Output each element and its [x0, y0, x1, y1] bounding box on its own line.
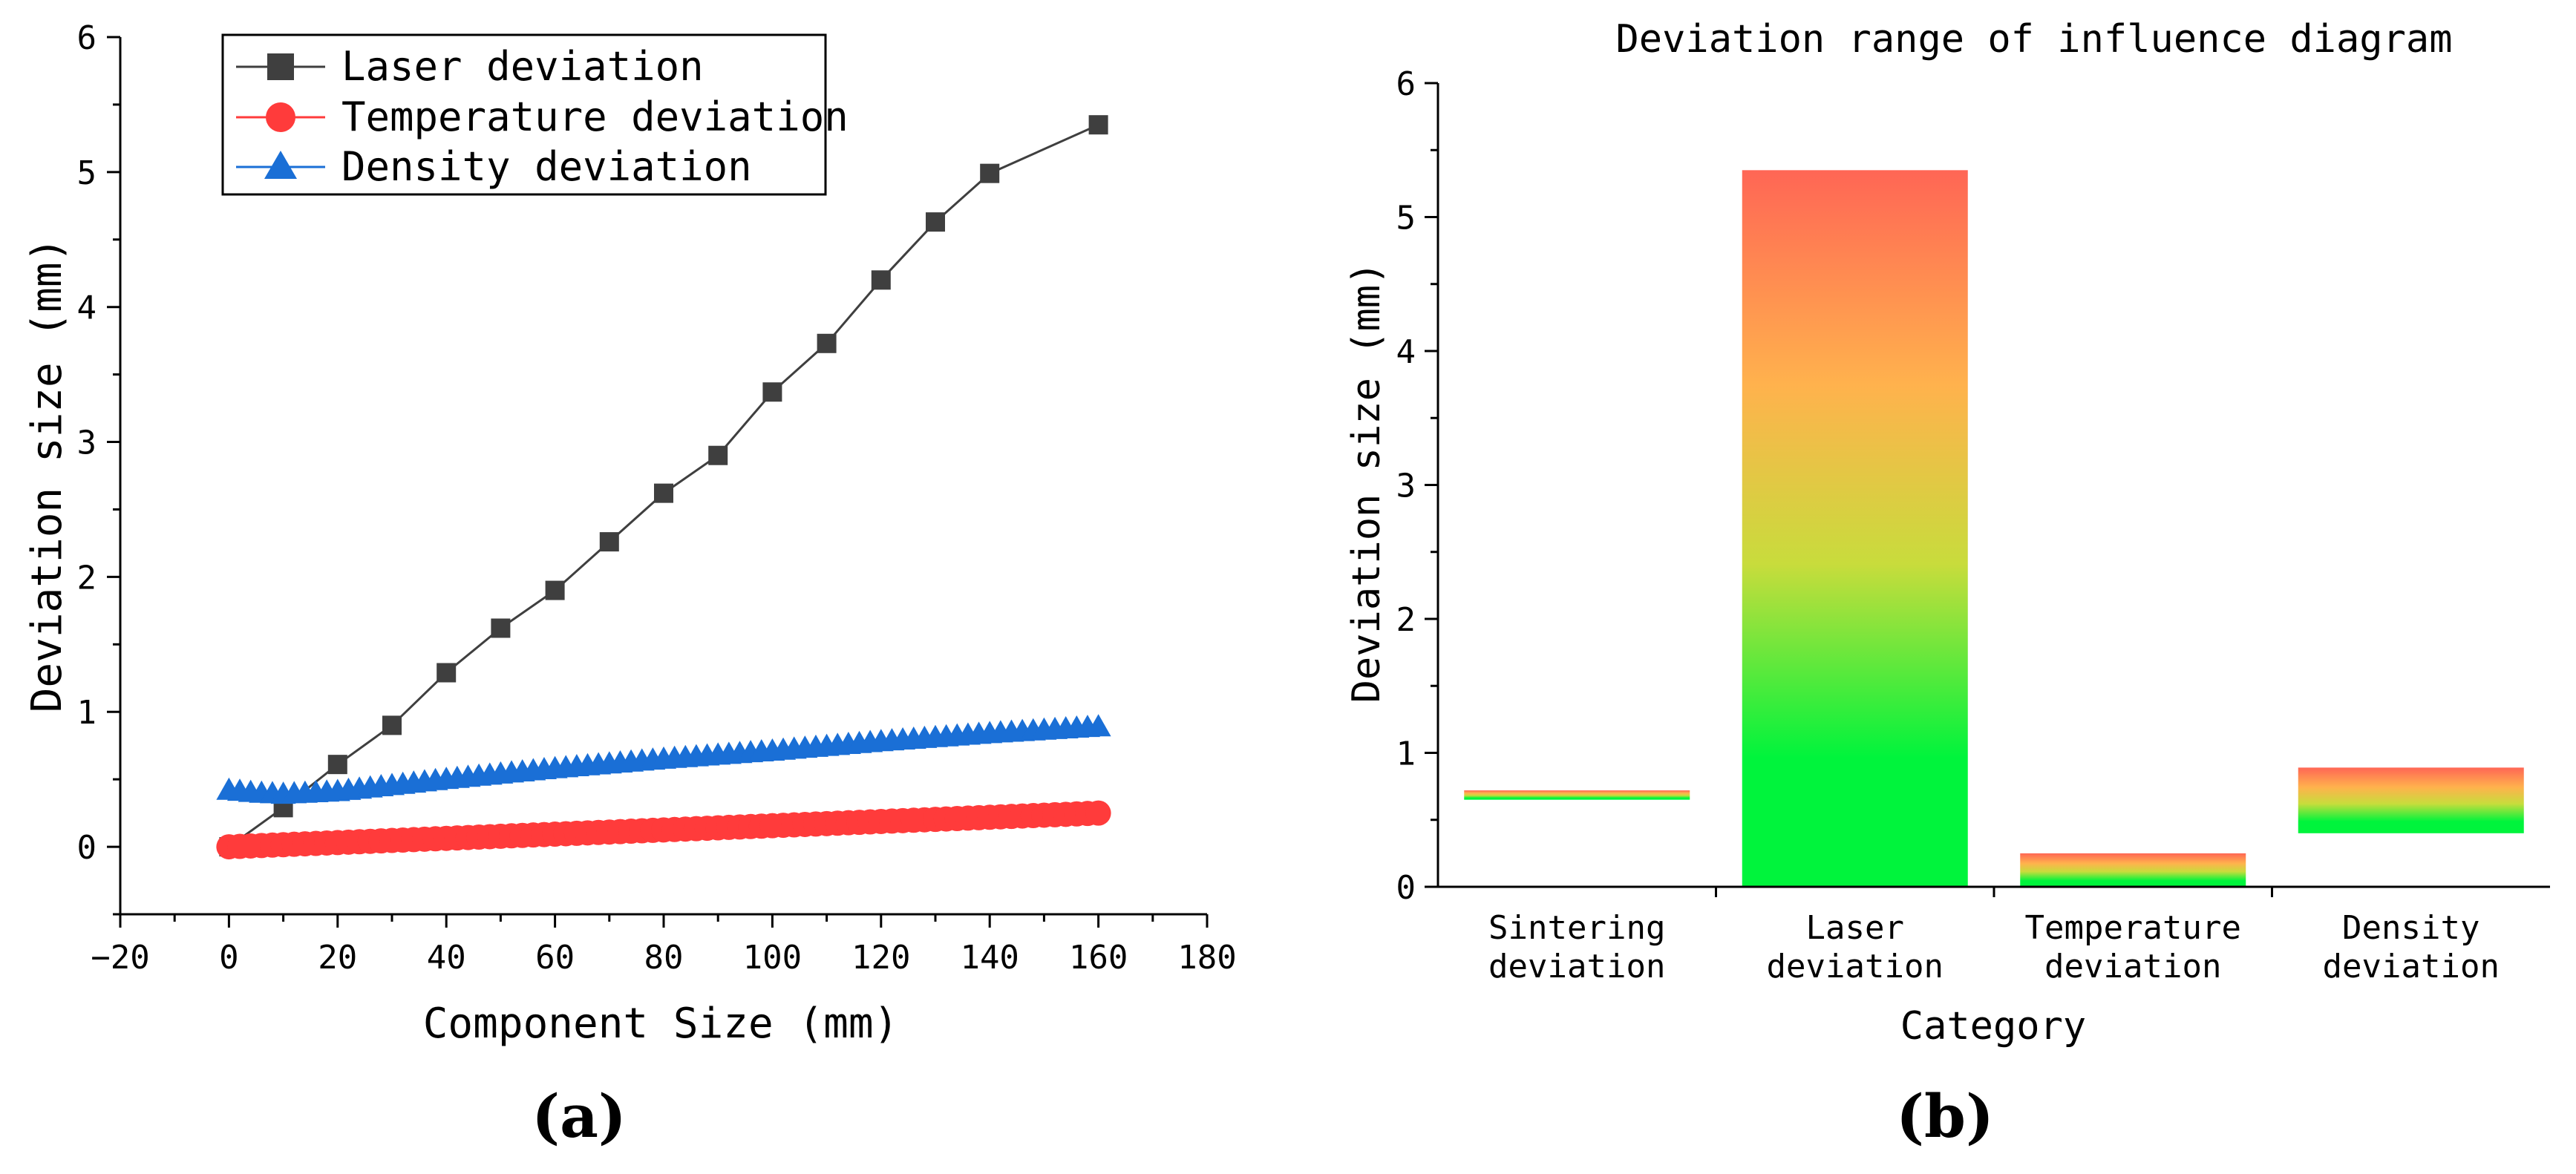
data-point — [871, 270, 891, 290]
x-tick-label: 120 — [851, 939, 910, 977]
bar-chart-b-ticks: 0123456SinteringdeviationLaserdeviationT… — [1396, 65, 2500, 986]
y-tick-label: 0 — [77, 829, 97, 867]
data-point — [1088, 115, 1108, 135]
bar-2 — [1742, 170, 1968, 887]
y-tick-label: 2 — [77, 559, 97, 597]
x-tick-label: 140 — [960, 939, 1019, 977]
data-point — [437, 663, 457, 683]
data-point — [817, 333, 837, 353]
legend-marker-square — [267, 53, 294, 80]
data-point — [1085, 714, 1111, 737]
x-axis-title: Component Size (mm) — [423, 1000, 899, 1048]
line-chart-a: −20 0 20 40 60 80 100 120 140 160 180 0 1 2 3 4 5 6 Compo… — [23, 19, 1237, 1151]
data-point — [1085, 800, 1111, 826]
series-1 — [219, 115, 1108, 857]
panel-label-b: (b) — [1896, 1081, 1994, 1151]
x-tick-label: Temperature — [2025, 909, 2241, 947]
data-point — [327, 755, 347, 775]
data-point — [599, 532, 619, 552]
bar-chart-b-axes — [1436, 83, 2550, 888]
legend-marker-triangle — [264, 151, 297, 179]
x-tick-label: Density — [2342, 909, 2479, 947]
y-axis-title: Deviation size (mm) — [23, 237, 71, 713]
legend: Laser deviation Temperature deviation De… — [221, 33, 849, 196]
series-2 — [216, 800, 1111, 860]
x-tick-label: 160 — [1069, 939, 1128, 977]
bar-1 — [1464, 790, 1690, 800]
x-tick-label: Laser — [1806, 909, 1904, 947]
x-tick-label: deviation — [2323, 948, 2500, 986]
y-tick-label: 3 — [77, 424, 97, 462]
data-point — [980, 163, 1000, 183]
bar-3 — [2020, 853, 2246, 887]
x-tick-label: 0 — [219, 939, 239, 977]
y-tick-label: 0 — [1396, 869, 1416, 907]
data-point — [708, 445, 728, 465]
y-tick-label: 1 — [77, 694, 97, 732]
line-chart-a-series-layer — [216, 115, 1111, 860]
x-tick-label: deviation — [1767, 948, 1944, 986]
data-point — [926, 212, 945, 232]
x-axis-title: Category — [1900, 1004, 2086, 1049]
x-tick-label: 20 — [318, 939, 357, 977]
x-tick-label: deviation — [1488, 948, 1665, 986]
x-tick-label: 60 — [535, 939, 575, 977]
y-tick-label: 5 — [1396, 200, 1416, 237]
legend-label-density: Density deviation — [341, 143, 752, 190]
y-tick-label: 2 — [1396, 601, 1416, 639]
series-3 — [216, 714, 1111, 804]
y-tick-label: 3 — [1396, 468, 1416, 505]
x-tick-label: 80 — [644, 939, 684, 977]
x-tick-label: Sintering — [1488, 909, 1665, 947]
y-tick-label: 6 — [1396, 65, 1416, 103]
data-point — [382, 715, 402, 735]
data-point — [545, 580, 565, 600]
x-tick-label: deviation — [2044, 948, 2221, 986]
legend-entry-laser: Laser deviation — [236, 43, 704, 90]
panel-label-a: (a) — [532, 1081, 627, 1151]
chart-title: Deviation range of influence diagram — [1615, 17, 2452, 62]
line-chart-a-ticks: −20 0 20 40 60 80 100 120 140 160 180 0 1 2 3 4 5 6 — [77, 19, 1237, 977]
legend-label-temperature: Temperature deviation — [341, 94, 849, 140]
y-tick-label: 4 — [77, 289, 97, 327]
x-tick-label: 180 — [1177, 939, 1236, 977]
legend-entry-temperature: Temperature deviation — [236, 94, 849, 140]
bar-4 — [2298, 767, 2524, 833]
data-point — [654, 483, 673, 503]
bar-chart-b: Deviation range of influence diagram 0 1 2… — [1344, 17, 2550, 1151]
legend-marker-circle — [266, 102, 295, 132]
y-axis-title: Deviation size (mm) — [1344, 262, 1389, 704]
x-tick-label: −20 — [91, 939, 149, 977]
y-tick-label: 6 — [77, 19, 97, 57]
x-tick-label: 40 — [427, 939, 466, 977]
series-line — [228, 123, 1099, 848]
legend-entry-density: Density deviation — [236, 143, 752, 190]
y-tick-label: 1 — [1396, 735, 1416, 773]
bar-chart-b-bar-layer — [1464, 170, 2524, 887]
legend-label-laser: Laser deviation — [341, 43, 704, 90]
data-point — [762, 382, 782, 402]
x-tick-label: 100 — [743, 939, 802, 977]
y-tick-label: 5 — [77, 154, 97, 192]
data-point — [491, 618, 511, 638]
y-tick-label: 4 — [1396, 333, 1416, 371]
